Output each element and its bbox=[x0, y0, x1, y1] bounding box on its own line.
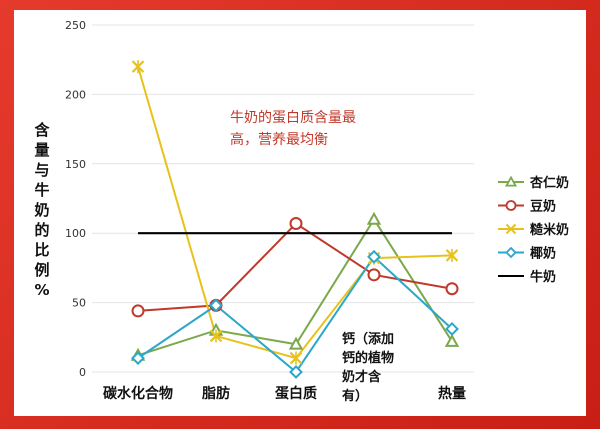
y-axis-label-char: 含 bbox=[34, 121, 50, 139]
y-axis-label-char: % bbox=[34, 281, 49, 299]
data-point bbox=[289, 365, 303, 379]
y-axis-ticks: 0 50 100 150 200 250 bbox=[65, 19, 86, 379]
y-axis-label-char: 量 bbox=[34, 141, 49, 159]
data-point bbox=[131, 351, 145, 366]
legend-item-椰奶: 椰奶 bbox=[498, 246, 556, 262]
series-markers bbox=[130, 60, 460, 379]
y-axis-label-char: 奶 bbox=[34, 201, 49, 219]
data-point bbox=[367, 249, 381, 264]
data-point bbox=[131, 304, 145, 318]
legend-marker bbox=[504, 175, 518, 187]
y-axis-label-char: 比 bbox=[34, 241, 49, 259]
data-point bbox=[289, 351, 303, 365]
legend-marker bbox=[505, 246, 517, 259]
series-line-杏仁奶 bbox=[137, 217, 453, 357]
y-tick-label: 0 bbox=[79, 366, 86, 379]
legend-item-糙米奶: 糙米奶 bbox=[498, 222, 569, 238]
data-point bbox=[209, 298, 223, 313]
legend-item-杏仁奶: 杏仁奶 bbox=[498, 175, 569, 191]
calcium-note-line: 钙（添加 bbox=[342, 331, 394, 347]
annotation-line: 牛奶的蛋白质含量最 bbox=[230, 110, 356, 126]
y-tick-label: 150 bbox=[65, 158, 86, 171]
data-point bbox=[131, 60, 145, 74]
x-category-label: 蛋白质 bbox=[275, 385, 317, 402]
legend-label: 杏仁奶 bbox=[530, 175, 569, 191]
y-axis-label-char: 例 bbox=[34, 261, 49, 279]
x-axis-categories: 碳水化合物 脂肪 蛋白质 热量 bbox=[103, 385, 466, 402]
calcium-note-line: 奶才含 bbox=[341, 369, 382, 385]
data-point bbox=[289, 216, 303, 230]
calcium-note-line: 有） bbox=[342, 388, 368, 404]
legend-label: 糙米奶 bbox=[530, 222, 569, 238]
x-category-label: 热量 bbox=[438, 385, 466, 402]
data-point bbox=[445, 282, 459, 296]
y-axis-label-char: 的 bbox=[34, 221, 49, 239]
data-point bbox=[445, 248, 459, 262]
data-point bbox=[445, 322, 459, 336]
y-axis-label-char: 与 bbox=[34, 161, 49, 179]
x-category-label: 脂肪 bbox=[201, 385, 230, 402]
y-tick-label: 50 bbox=[72, 297, 86, 310]
y-axis-label-char: 牛 bbox=[34, 181, 49, 199]
legend-label: 牛奶 bbox=[530, 269, 556, 285]
series-line-椰奶 bbox=[137, 255, 453, 374]
legend-label: 椰奶 bbox=[530, 246, 556, 262]
legend-item-豆奶: 豆奶 bbox=[498, 199, 556, 215]
data-point bbox=[367, 268, 381, 282]
chart-panel: 0 50 100 150 200 250 碳水化合物 脂肪 蛋白质 热量 含量与牛奶的比例% 杏… bbox=[14, 10, 586, 416]
legend-label: 豆奶 bbox=[530, 199, 556, 215]
calcium-note-line: 钙的植物 bbox=[342, 350, 394, 366]
gridlines bbox=[92, 24, 474, 373]
y-tick-label: 100 bbox=[65, 227, 86, 240]
annotation-line: 高，营养最均衡 bbox=[230, 131, 328, 148]
data-point bbox=[209, 329, 223, 343]
data-point bbox=[366, 211, 382, 225]
y-tick-label: 200 bbox=[65, 88, 86, 101]
data-point bbox=[288, 336, 304, 350]
data-point bbox=[444, 333, 460, 347]
legend-item-牛奶: 牛奶 bbox=[498, 269, 556, 285]
legend-marker bbox=[505, 200, 517, 211]
x-category-label: 碳水化合物 bbox=[103, 385, 173, 402]
y-tick-label: 250 bbox=[65, 19, 86, 32]
